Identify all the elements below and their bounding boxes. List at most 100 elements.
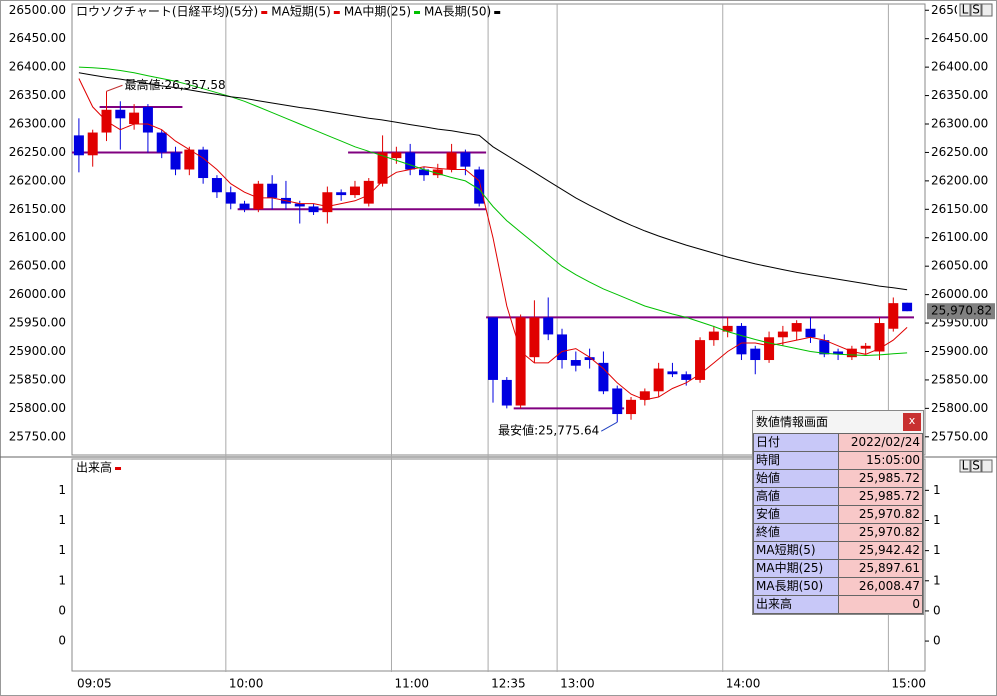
- info-row: MA短期(5) 25,942.42: [753, 541, 923, 560]
- y-tick-label: 26500.00: [9, 3, 66, 17]
- candle-body: [363, 180, 374, 204]
- candle-body: [336, 192, 347, 196]
- info-key: MA長期(50): [753, 577, 839, 596]
- info-value: 15:05:00: [838, 451, 923, 470]
- volume-title: 出来高: [76, 460, 112, 475]
- candle-body: [488, 317, 498, 380]
- y-tick-label: 26100.00: [9, 230, 66, 244]
- candle-body: [198, 149, 209, 179]
- x-tick-label: 13:00: [560, 677, 595, 691]
- info-value: 25,970.82: [838, 505, 923, 524]
- y-tick-label-right: 26450.00: [931, 31, 988, 45]
- candle-body: [322, 192, 333, 213]
- y-tick-label: 26150.00: [9, 202, 66, 216]
- y-tick-label: 25950.00: [9, 316, 66, 330]
- candle-body: [87, 132, 98, 156]
- candle-body: [874, 323, 885, 352]
- candle-body: [557, 334, 568, 361]
- candle-body: [570, 360, 581, 366]
- panel-button-label[interactable]: S: [972, 3, 980, 17]
- x-tick-label: 15:00: [891, 677, 926, 691]
- candle-body: [708, 331, 719, 341]
- volume-tick-label: 0: [58, 603, 66, 617]
- candle-body: [211, 178, 222, 193]
- candle-body: [184, 149, 195, 170]
- candle-body: [777, 331, 788, 338]
- info-title-text: 数値情報画面: [756, 415, 829, 429]
- panel-button: [981, 3, 993, 17]
- y-tick-label: 25750.00: [9, 429, 66, 443]
- candle-body: [391, 152, 402, 159]
- annotation: 最高値:26,357.58: [125, 77, 226, 92]
- volume-tick-label-right: 1: [933, 573, 941, 587]
- y-tick-label-right: 26050.00: [931, 259, 988, 273]
- ma-line: [78, 72, 908, 291]
- candle-body: [474, 169, 485, 204]
- panel-button-label[interactable]: L: [962, 3, 969, 17]
- x-tick-label: 10:00: [229, 677, 264, 691]
- legend-entry: MA中期(25): [344, 4, 411, 19]
- price-panel: [71, 3, 926, 456]
- candle-body: [681, 374, 692, 380]
- candle-body: [156, 132, 167, 153]
- candle-body: [142, 106, 153, 133]
- y-tick-label: 25850.00: [9, 372, 66, 386]
- y-tick-label-right: 25900.00: [931, 344, 988, 358]
- volume-tick-label: 1: [58, 513, 66, 527]
- info-row: 時間 15:05:00: [753, 451, 923, 470]
- volume-tick-label-right: 0: [933, 634, 941, 648]
- chart-title: ロウソクチャート(日経平均)(5分): [76, 5, 258, 19]
- close-button[interactable]: x: [903, 413, 921, 431]
- info-value: 25,970.82: [838, 523, 923, 542]
- info-key: 高値: [753, 487, 839, 506]
- info-value: 25,985.72: [838, 469, 923, 488]
- y-tick-label-right: 25800.00: [931, 401, 988, 415]
- info-row: 始値 25,985.72: [753, 469, 923, 488]
- candle-body: [418, 169, 429, 176]
- panel-button-label[interactable]: L: [962, 459, 969, 473]
- candle-body: [515, 317, 526, 406]
- info-value: 25,897.61: [838, 559, 923, 578]
- info-title: 数値情報画面 x: [753, 411, 923, 433]
- candle-body: [225, 192, 236, 204]
- x-tick-label: 14:00: [726, 677, 761, 691]
- candle-body: [805, 328, 816, 338]
- candle-body: [598, 362, 609, 392]
- candle-body: [294, 203, 305, 207]
- volume-tick-label-right: 0: [933, 603, 941, 617]
- info-key: 始値: [753, 469, 839, 488]
- y-tick-label-right: 26000.00: [931, 287, 988, 301]
- volume-tick-label: 1: [58, 573, 66, 587]
- legend-marker: [333, 11, 340, 14]
- candle-body: [543, 317, 554, 335]
- info-key: 日付: [753, 433, 839, 452]
- y-tick-label-right: 25850.00: [931, 372, 988, 386]
- annotation: 最安値:25,775.64: [498, 423, 599, 438]
- info-row: 安値 25,970.82: [753, 505, 923, 524]
- candle-body: [584, 357, 595, 361]
- info-table: 日付 2022/02/24 時間 15:05:00 始値 25,985.72 高値 25,98…: [753, 433, 923, 614]
- info-row: 日付 2022/02/24: [753, 433, 923, 452]
- info-key: 安値: [753, 505, 839, 524]
- y-tick-label: 26250.00: [9, 145, 66, 159]
- info-row: MA長期(50) 26,008.47: [753, 577, 923, 596]
- candle-body: [750, 348, 761, 361]
- legend-entry: MA短期(5): [271, 5, 331, 19]
- info-key: MA中期(25): [753, 559, 839, 578]
- y-tick-label: 25900.00: [9, 344, 66, 358]
- x-tick-label: 09:05: [77, 677, 112, 691]
- candle-body: [308, 206, 319, 213]
- last-price-label: 25,970.82: [931, 304, 992, 318]
- candle-body: [860, 345, 871, 349]
- info-panel: 数値情報画面 x 日付 2022/02/24 時間 15:05:00 始値 25,985.7…: [752, 410, 924, 615]
- info-key: 終値: [753, 523, 839, 542]
- info-row: 高値 25,985.72: [753, 487, 923, 506]
- volume-tick-label: 0: [58, 634, 66, 648]
- panel-button: [970, 459, 982, 473]
- volume-tick-label-right: 1: [933, 543, 941, 557]
- candle-body: [695, 340, 706, 380]
- legend-marker: [414, 11, 421, 14]
- volume-tick-label: 1: [58, 543, 66, 557]
- panel-button-label[interactable]: S: [972, 459, 980, 473]
